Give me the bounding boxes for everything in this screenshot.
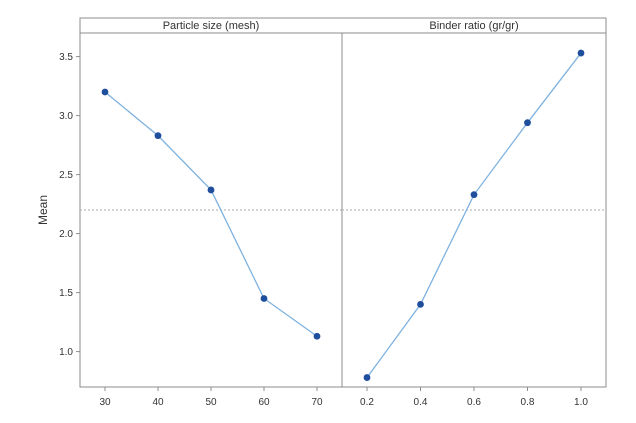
x-tick-label: 0.2: [360, 397, 374, 408]
y-axis-title: Mean: [36, 195, 50, 225]
data-point: [260, 295, 268, 302]
x-tick-label: 1.0: [574, 397, 588, 408]
data-point: [524, 119, 531, 127]
y-tick-label: 1.0: [59, 347, 73, 358]
data-point: [207, 186, 215, 194]
x-tick-label: 0.6: [467, 397, 481, 408]
x-tick-label: 50: [205, 397, 217, 408]
data-point: [577, 49, 585, 57]
panel-title: Binder ratio (gr/gr): [429, 20, 518, 32]
data-point: [470, 191, 478, 199]
y-tick-label: 3.5: [59, 52, 73, 63]
y-tick-label: 2.0: [59, 229, 73, 240]
data-point: [363, 374, 371, 381]
data-point: [101, 88, 109, 96]
panel-title: Particle size (mesh): [163, 20, 260, 32]
y-tick-label: 1.5: [59, 288, 73, 299]
data-point: [313, 332, 321, 340]
x-tick-label: 60: [258, 397, 270, 408]
x-tick-label: 40: [152, 397, 164, 408]
y-tick-label: 2.5: [59, 170, 73, 181]
data-point: [154, 132, 162, 140]
x-tick-label: 30: [99, 397, 111, 408]
x-tick-label: 0.8: [521, 397, 535, 408]
data-point: [417, 301, 424, 308]
x-tick-label: 0.4: [414, 397, 428, 408]
y-tick-label: 3.0: [59, 111, 73, 122]
x-tick-label: 70: [311, 397, 323, 408]
